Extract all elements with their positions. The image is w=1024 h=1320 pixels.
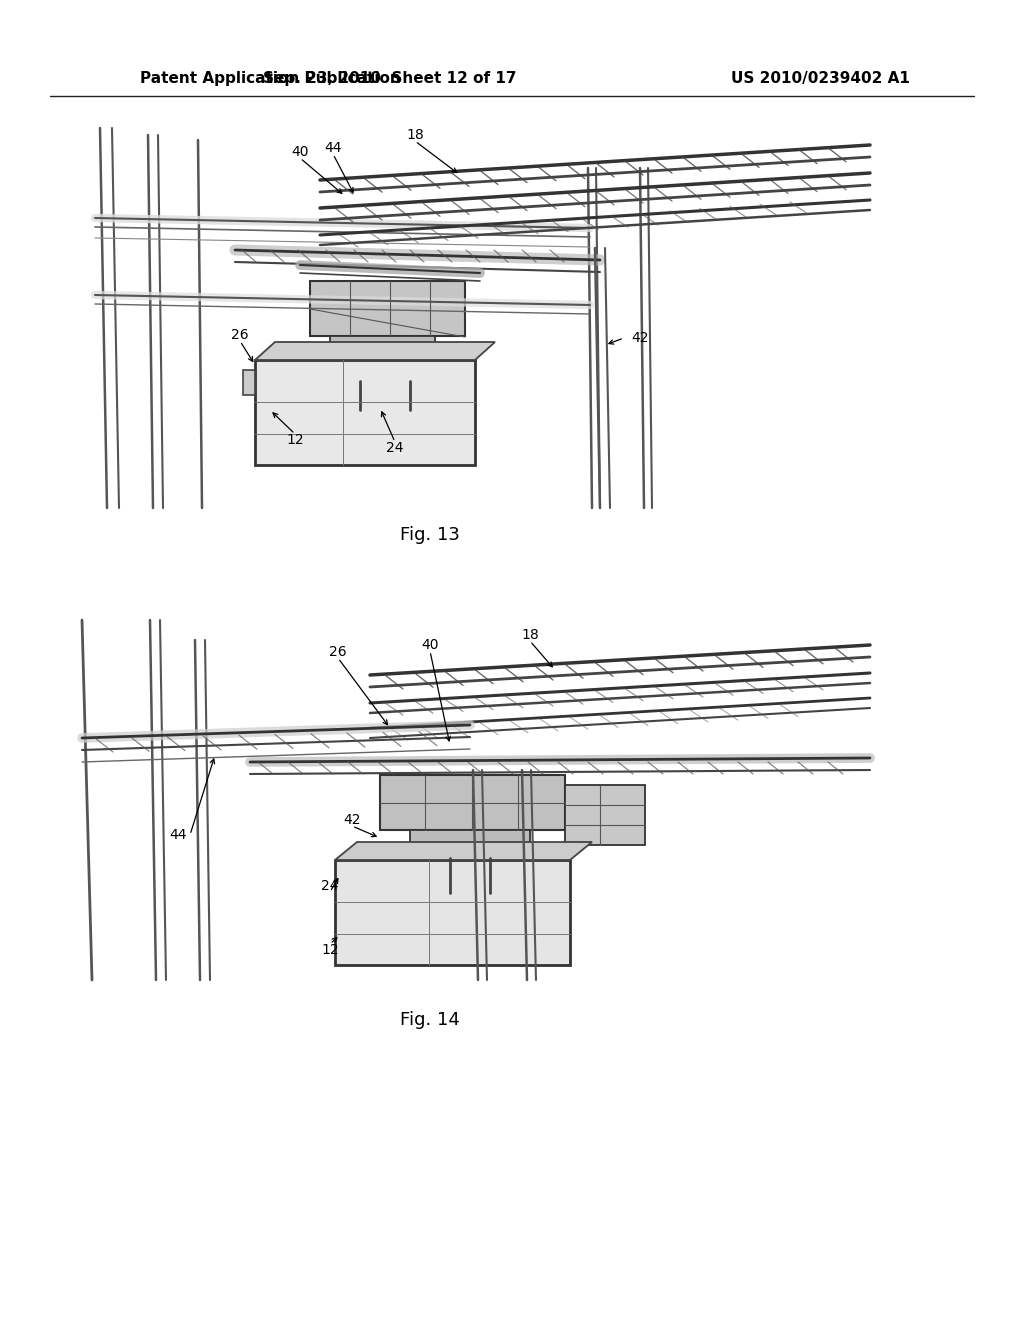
Text: Patent Application Publication: Patent Application Publication [140,70,400,86]
Text: 42: 42 [343,813,360,828]
Text: 18: 18 [521,628,539,642]
Bar [243,370,255,395]
Bar [410,830,530,858]
Bar [310,281,465,337]
Text: 40: 40 [421,638,438,652]
Bar [335,861,570,965]
Text: 26: 26 [231,327,249,342]
Text: 24: 24 [322,879,339,894]
Bar [565,785,645,845]
Text: 24: 24 [386,441,403,455]
Text: Sep. 23, 2010  Sheet 12 of 17: Sep. 23, 2010 Sheet 12 of 17 [263,70,517,86]
Polygon shape [335,842,592,861]
Text: 42: 42 [631,331,649,345]
Text: 18: 18 [407,128,424,143]
Text: 12: 12 [286,433,304,447]
Text: Fig. 14: Fig. 14 [400,1011,460,1030]
Text: 40: 40 [291,145,309,158]
Bar [255,360,475,465]
Bar [330,337,435,366]
Bar [380,775,565,830]
Text: US 2010/0239402 A1: US 2010/0239402 A1 [730,70,909,86]
Text: Fig. 13: Fig. 13 [400,525,460,544]
Text: 44: 44 [169,828,186,842]
Text: 12: 12 [322,942,339,957]
Text: 44: 44 [325,141,342,154]
Polygon shape [255,342,495,360]
Text: 26: 26 [329,645,347,659]
